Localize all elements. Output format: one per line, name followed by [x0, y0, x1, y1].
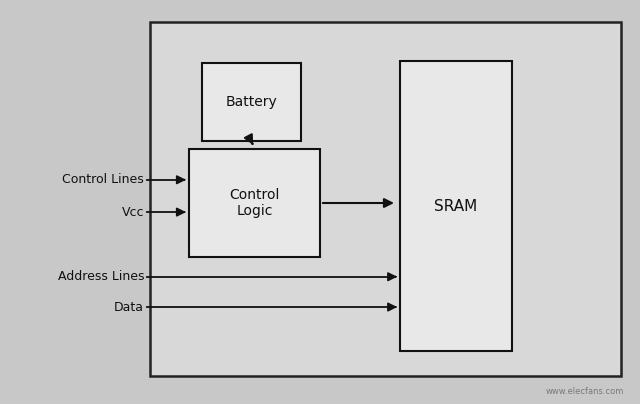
Bar: [150, 22, 621, 376]
Bar: [189, 149, 320, 257]
Text: Control
Logic: Control Logic: [229, 188, 280, 218]
Bar: [400, 61, 512, 351]
Text: Vcc: Vcc: [122, 206, 144, 219]
Text: SRAM: SRAM: [435, 198, 477, 214]
Text: Battery: Battery: [225, 95, 277, 109]
Text: Control Lines: Control Lines: [62, 173, 144, 186]
Text: www.elecfans.com: www.elecfans.com: [546, 387, 624, 396]
Text: Data: Data: [114, 301, 144, 314]
Bar: [202, 63, 301, 141]
Text: Address Lines: Address Lines: [58, 270, 144, 283]
